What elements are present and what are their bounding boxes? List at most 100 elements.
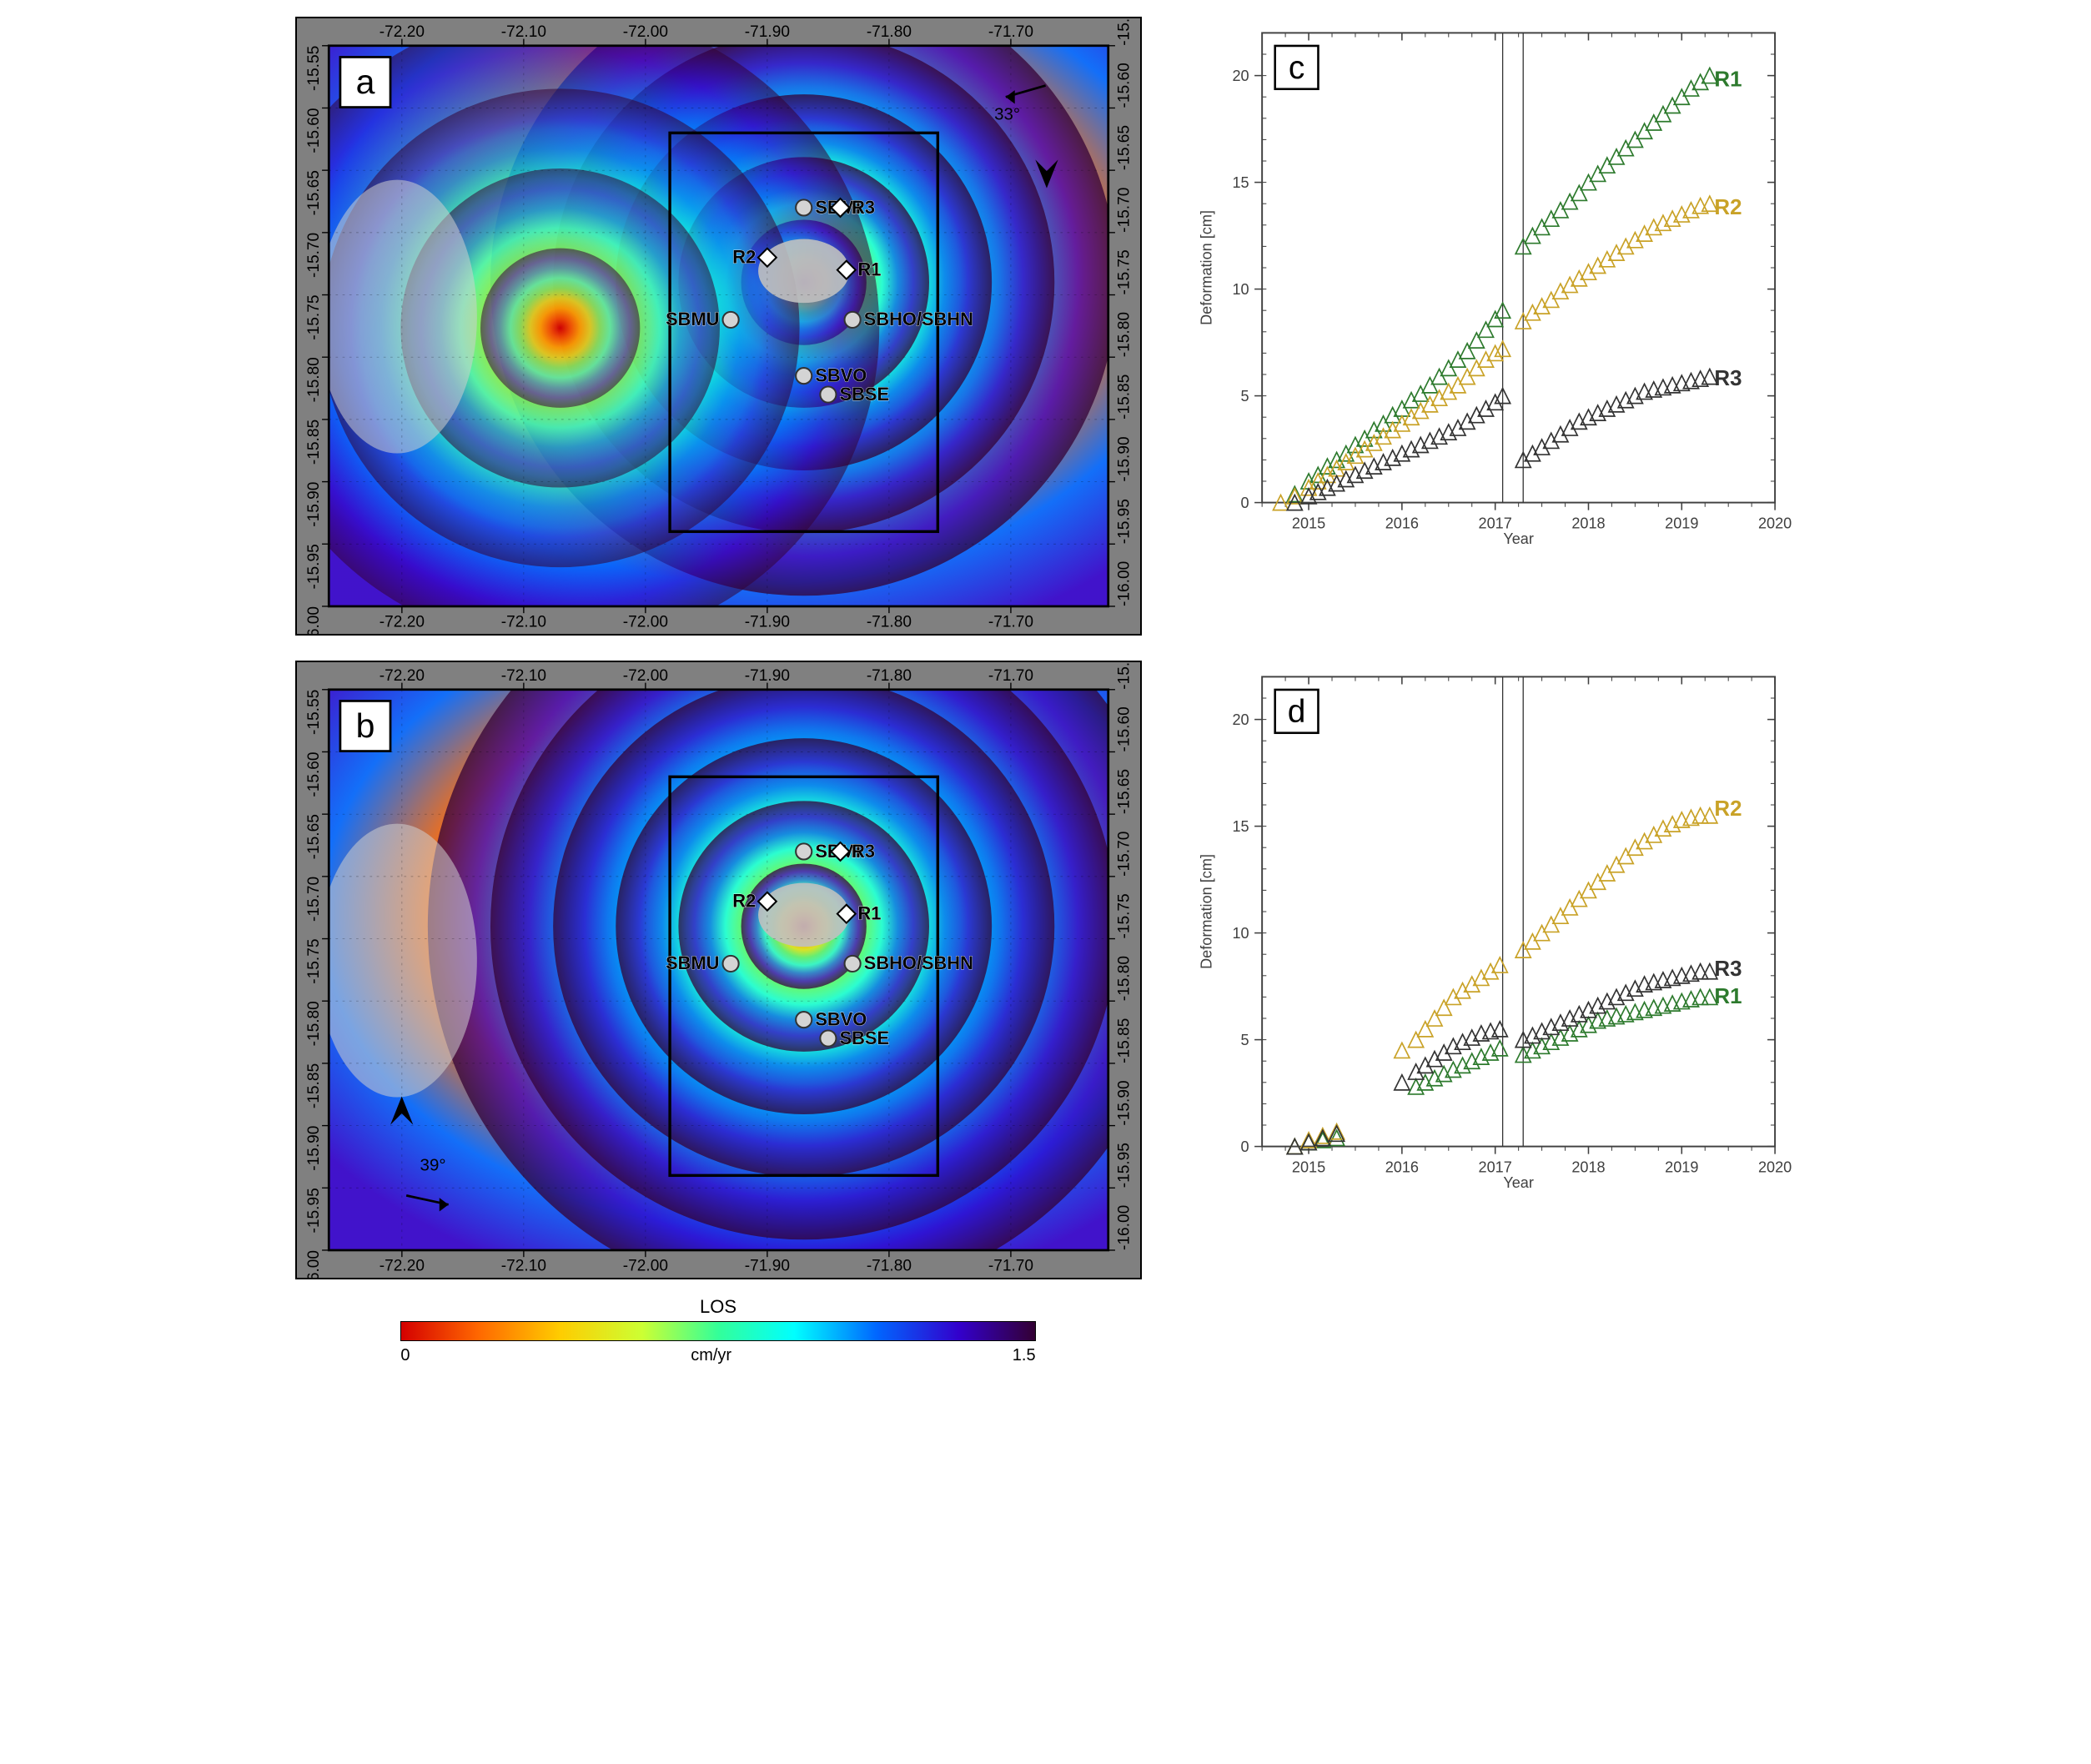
svg-text:2016: 2016 bbox=[1385, 515, 1418, 532]
svg-text:-72.20: -72.20 bbox=[379, 667, 424, 685]
svg-text:33°: 33° bbox=[994, 105, 1020, 124]
svg-text:-72.00: -72.00 bbox=[622, 614, 667, 631]
svg-text:-15.70: -15.70 bbox=[304, 233, 322, 278]
svg-text:-15.95: -15.95 bbox=[1115, 1143, 1133, 1188]
svg-text:-15.75: -15.75 bbox=[304, 938, 322, 983]
svg-text:2019: 2019 bbox=[1665, 515, 1698, 532]
svg-text:-15.65: -15.65 bbox=[1115, 125, 1133, 170]
svg-text:-15.55: -15.55 bbox=[1115, 662, 1133, 690]
svg-text:-72.10: -72.10 bbox=[500, 614, 545, 631]
svg-text:2015: 2015 bbox=[1291, 515, 1324, 532]
svg-text:2020: 2020 bbox=[1757, 1158, 1791, 1175]
svg-text:-15.95: -15.95 bbox=[304, 1188, 322, 1233]
panel-b: -72.20-72.20-72.10-72.10-72.00-72.00-71.… bbox=[295, 661, 1142, 1279]
svg-text:15: 15 bbox=[1232, 174, 1249, 191]
svg-text:R3: R3 bbox=[1714, 957, 1742, 981]
panel-a: -72.20-72.20-72.10-72.10-72.00-72.00-71.… bbox=[295, 17, 1142, 636]
svg-text:-15.60: -15.60 bbox=[1115, 63, 1133, 108]
svg-text:SBSE: SBSE bbox=[839, 1028, 888, 1048]
timeseries-c-svg: 20152016201720182019202005101520YearDefo… bbox=[1192, 17, 1797, 556]
svg-text:-72.20: -72.20 bbox=[379, 1257, 424, 1274]
svg-text:2018: 2018 bbox=[1571, 1158, 1605, 1175]
svg-text:-15.65: -15.65 bbox=[1115, 769, 1133, 814]
timeseries-d-svg: 20152016201720182019202005101520YearDefo… bbox=[1192, 661, 1797, 1200]
colorbar-row: LOS 0 cm/yr 1.5 bbox=[295, 1296, 1142, 1365]
svg-text:-15.70: -15.70 bbox=[1115, 188, 1133, 233]
svg-text:-71.90: -71.90 bbox=[744, 23, 789, 41]
svg-text:-15.60: -15.60 bbox=[1115, 706, 1133, 751]
svg-text:-15.75: -15.75 bbox=[1115, 893, 1133, 938]
panel-b-map-axes: -72.20-72.20-72.10-72.10-72.00-72.00-71.… bbox=[295, 661, 1142, 1279]
colorbar-max: 1.5 bbox=[1013, 1346, 1036, 1365]
svg-text:-16.00: -16.00 bbox=[1115, 1205, 1133, 1250]
svg-text:-15.90: -15.90 bbox=[1115, 1080, 1133, 1125]
svg-text:-16.00: -16.00 bbox=[304, 606, 322, 634]
svg-text:2017: 2017 bbox=[1478, 1158, 1511, 1175]
colorbar-unit: cm/yr bbox=[691, 1346, 731, 1365]
svg-text:-72.20: -72.20 bbox=[379, 614, 424, 631]
svg-text:Deformation [cm]: Deformation [cm] bbox=[1198, 854, 1214, 969]
svg-text:10: 10 bbox=[1232, 925, 1249, 942]
svg-text:d: d bbox=[1287, 694, 1305, 730]
svg-text:c: c bbox=[1288, 50, 1304, 86]
svg-text:-15.70: -15.70 bbox=[1115, 831, 1133, 876]
svg-text:-15.90: -15.90 bbox=[304, 482, 322, 527]
svg-text:10: 10 bbox=[1232, 281, 1249, 298]
svg-text:R1: R1 bbox=[857, 902, 881, 923]
svg-text:R1: R1 bbox=[1714, 985, 1742, 1008]
svg-text:SBMU: SBMU bbox=[666, 309, 719, 329]
svg-text:-15.80: -15.80 bbox=[304, 1001, 322, 1046]
svg-text:15: 15 bbox=[1232, 818, 1249, 835]
panel-d: 20152016201720182019202005101520YearDefo… bbox=[1192, 661, 1797, 1279]
panel-c: 20152016201720182019202005101520YearDefo… bbox=[1192, 17, 1797, 636]
svg-text:-15.90: -15.90 bbox=[1115, 436, 1133, 481]
svg-text:Deformation [cm]: Deformation [cm] bbox=[1198, 210, 1214, 325]
svg-text:b: b bbox=[355, 706, 374, 745]
svg-text:2020: 2020 bbox=[1757, 515, 1791, 532]
svg-text:-15.90: -15.90 bbox=[304, 1125, 322, 1170]
svg-text:SBMU: SBMU bbox=[666, 952, 719, 973]
svg-text:R3: R3 bbox=[1714, 367, 1742, 390]
svg-text:-72.00: -72.00 bbox=[622, 23, 667, 41]
svg-text:R2: R2 bbox=[732, 247, 756, 268]
svg-text:-71.70: -71.70 bbox=[988, 667, 1033, 685]
svg-text:Year: Year bbox=[1503, 1174, 1534, 1191]
svg-text:-15.80: -15.80 bbox=[1115, 312, 1133, 357]
svg-text:Year: Year bbox=[1503, 530, 1534, 547]
svg-text:SBHO/SBHN: SBHO/SBHN bbox=[863, 952, 973, 973]
svg-text:SBVO: SBVO bbox=[815, 364, 867, 385]
svg-text:-72.00: -72.00 bbox=[622, 1257, 667, 1274]
map-a-svg: -72.20-72.20-72.10-72.10-72.00-72.00-71.… bbox=[297, 18, 1140, 634]
svg-text:-71.90: -71.90 bbox=[744, 667, 789, 685]
svg-text:a: a bbox=[355, 63, 374, 101]
svg-text:R1: R1 bbox=[1714, 68, 1742, 91]
svg-text:-71.80: -71.80 bbox=[866, 614, 911, 631]
svg-text:5: 5 bbox=[1240, 1032, 1249, 1048]
figure-container: -72.20-72.20-72.10-72.10-72.00-72.00-71.… bbox=[295, 17, 1797, 1365]
colorbar-min: 0 bbox=[400, 1346, 410, 1365]
svg-text:2016: 2016 bbox=[1385, 1158, 1418, 1175]
svg-text:2015: 2015 bbox=[1291, 1158, 1324, 1175]
svg-text:5: 5 bbox=[1240, 388, 1249, 405]
svg-text:SBVO: SBVO bbox=[815, 1008, 867, 1029]
svg-text:2018: 2018 bbox=[1571, 515, 1605, 532]
svg-text:-15.65: -15.65 bbox=[304, 170, 322, 215]
svg-text:-71.90: -71.90 bbox=[744, 614, 789, 631]
svg-text:R1: R1 bbox=[857, 259, 881, 279]
svg-text:0: 0 bbox=[1240, 1138, 1249, 1155]
svg-text:-16.00: -16.00 bbox=[304, 1250, 322, 1278]
svg-text:SBHO/SBHN: SBHO/SBHN bbox=[863, 309, 973, 329]
svg-text:20: 20 bbox=[1232, 68, 1249, 84]
svg-text:-15.75: -15.75 bbox=[304, 295, 322, 340]
svg-text:R3: R3 bbox=[852, 841, 875, 862]
svg-text:-15.85: -15.85 bbox=[1115, 374, 1133, 420]
svg-text:-71.80: -71.80 bbox=[866, 1257, 911, 1274]
colorbar-gradient bbox=[400, 1321, 1035, 1341]
colorbar: LOS 0 cm/yr 1.5 bbox=[400, 1296, 1035, 1365]
svg-text:-15.55: -15.55 bbox=[1115, 18, 1133, 46]
colorbar-labels: 0 cm/yr 1.5 bbox=[400, 1346, 1035, 1365]
svg-text:0: 0 bbox=[1240, 495, 1249, 511]
svg-text:R2: R2 bbox=[1714, 797, 1742, 821]
svg-text:-71.80: -71.80 bbox=[866, 23, 911, 41]
svg-text:20: 20 bbox=[1232, 711, 1249, 728]
